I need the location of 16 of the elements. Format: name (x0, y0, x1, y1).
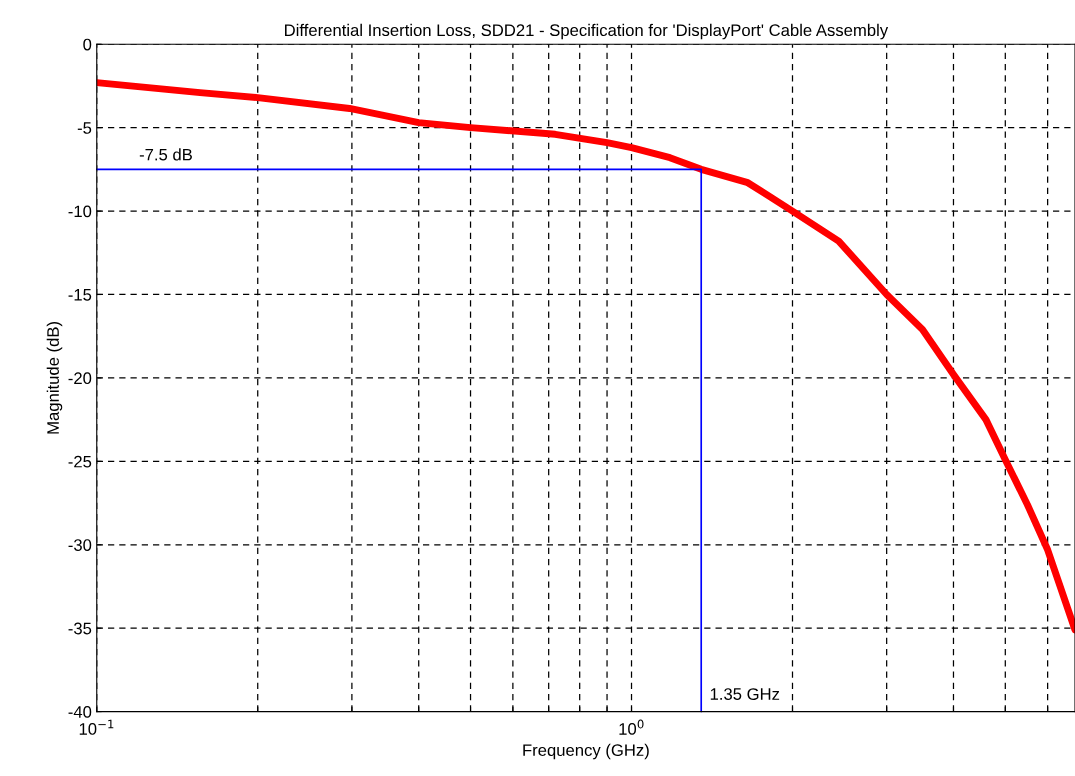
x-tick-label: 10$^{0}$ (619, 719, 644, 735)
chart-title: Differential Insertion Loss, SDD21 - Specification for 'DisplayPort' Cable Assembly (285, 23, 889, 40)
y-tick-label: -20 (68, 372, 92, 385)
y-tick-label: -25 (68, 455, 92, 468)
y-tick-label: -35 (68, 622, 92, 635)
annotation: 1.35 GHz (710, 688, 780, 700)
annotation: -7.5 dB (139, 148, 192, 161)
y-tick-label: 0 (83, 38, 92, 51)
y-tick-label: -40 (68, 705, 92, 718)
x-tick-label: 10$^{−1}$ (79, 719, 114, 735)
y-tick-label: -5 (77, 122, 92, 134)
x-axis-title: Frequency (GHz) (523, 743, 649, 760)
y-tick-label: -15 (68, 289, 92, 301)
y-axis-title: Magnitude (dB) (46, 321, 63, 434)
y-tick-label: -10 (68, 205, 92, 218)
y-tick-label: -30 (68, 539, 92, 551)
